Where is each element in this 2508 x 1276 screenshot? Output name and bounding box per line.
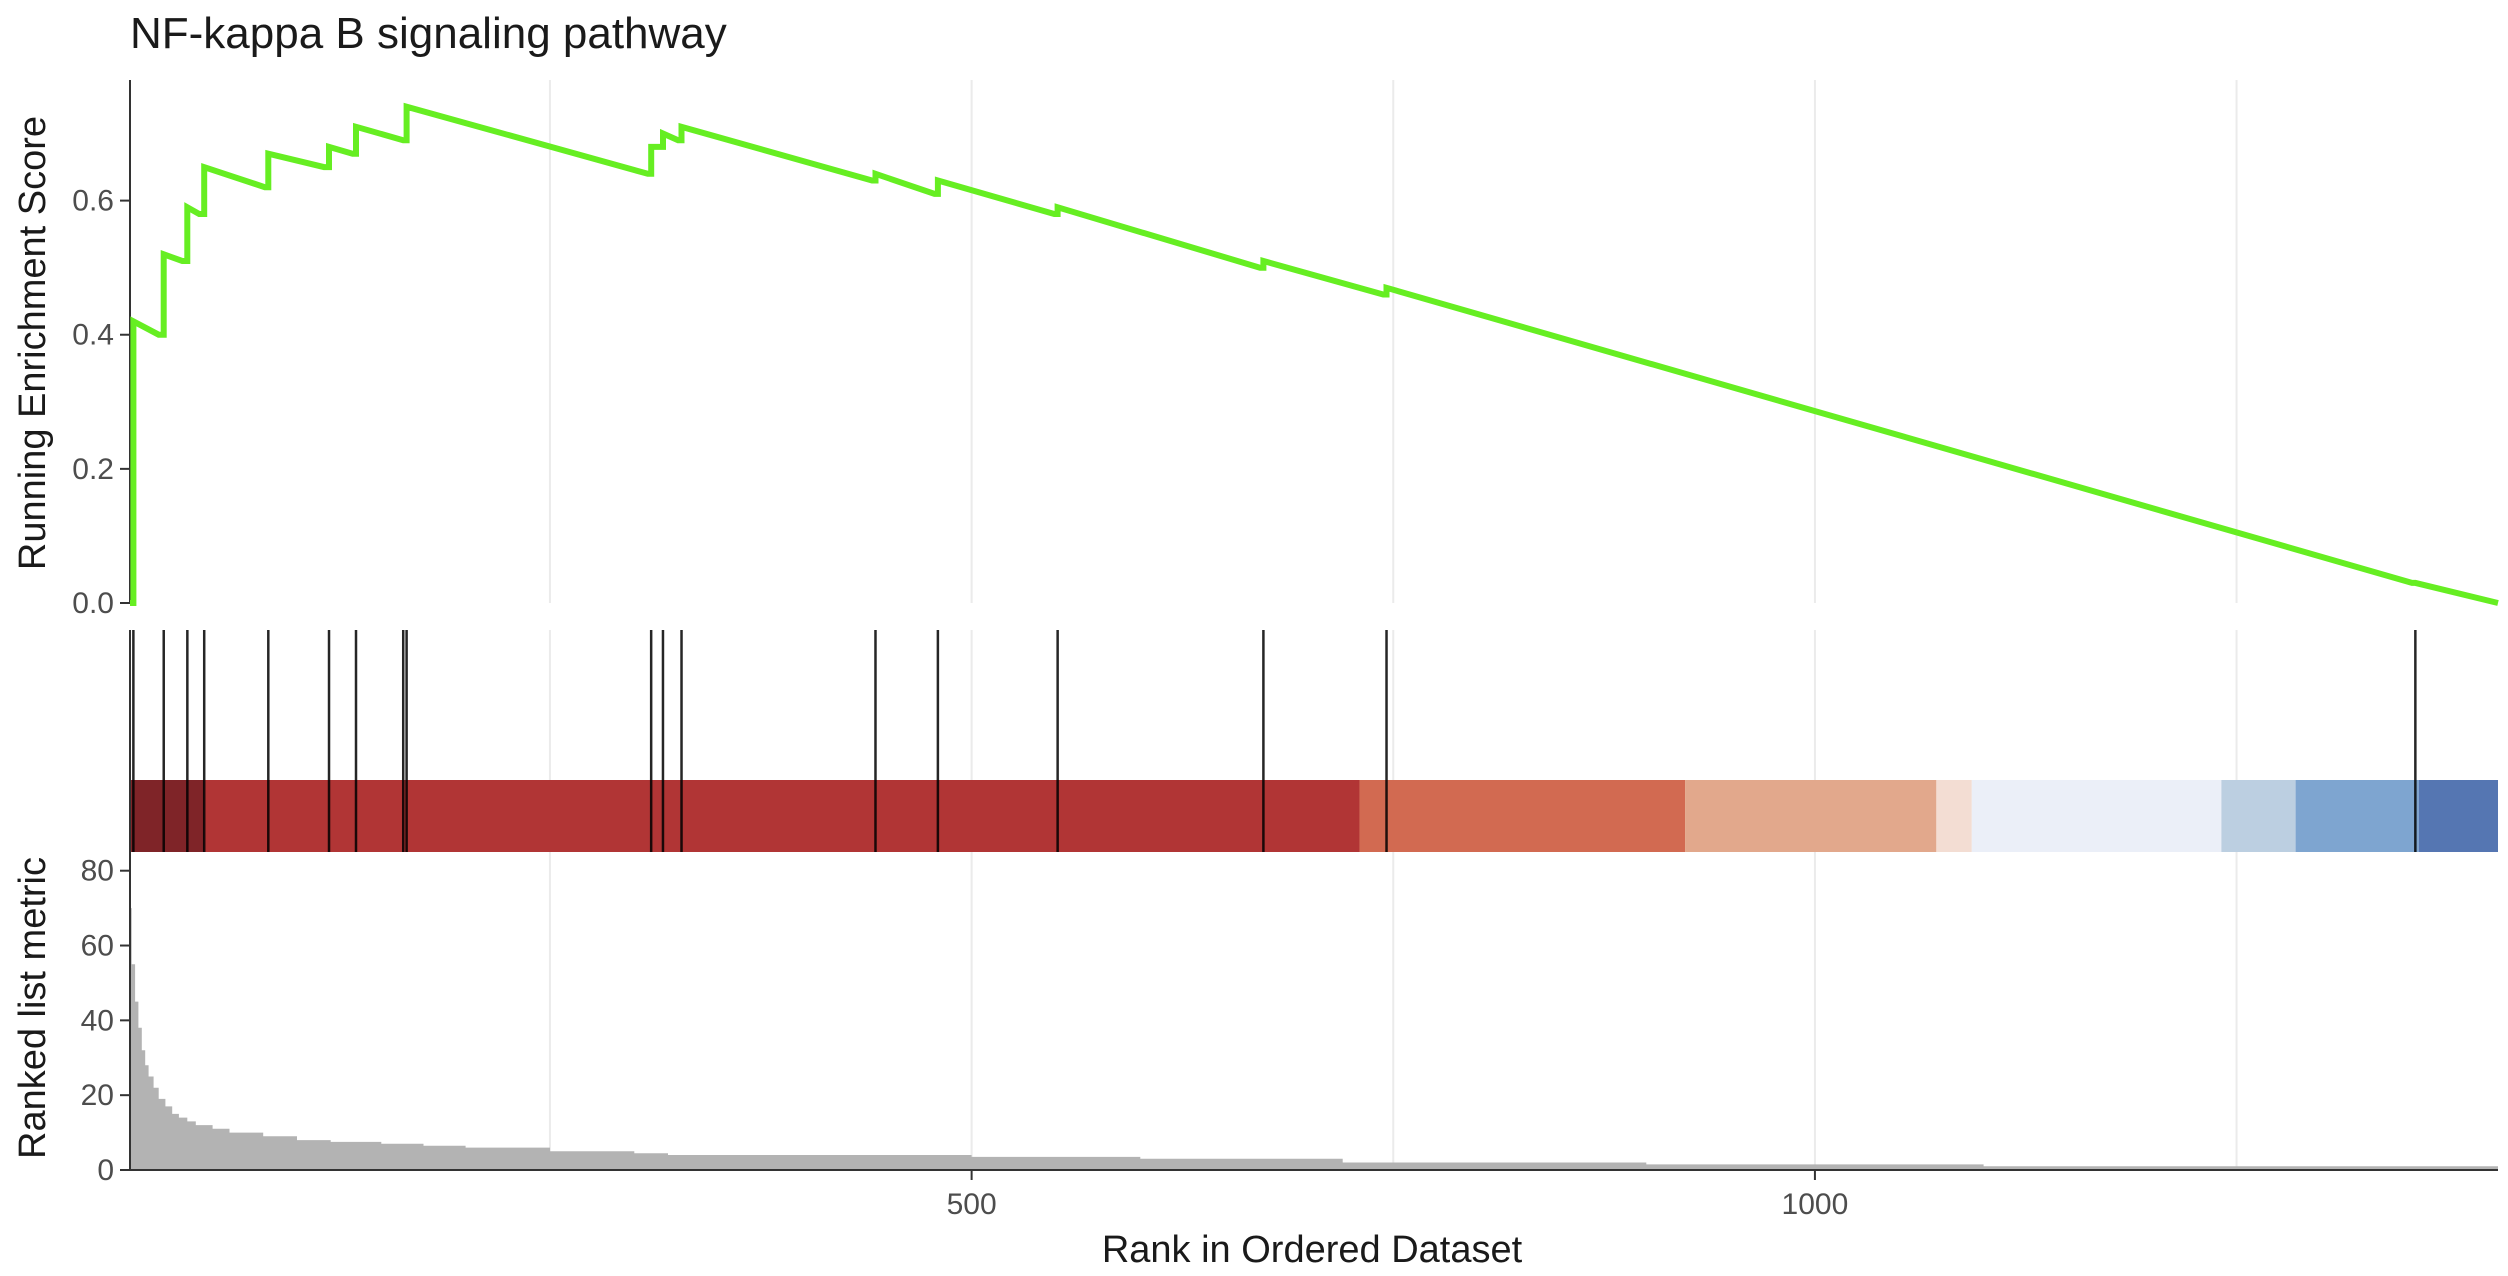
- es-y-tick-label: 0.0: [72, 587, 114, 620]
- rank-color-band-segment: [1685, 780, 1937, 852]
- x-tick-label: 1000: [1782, 1188, 1849, 1221]
- rank-color-band-segment: [2221, 780, 2296, 852]
- rank-color-band-segment: [204, 780, 1360, 852]
- rm-y-axis-ticks: 0 20 40 60 80: [81, 855, 130, 1187]
- rank-color-band-segment: [1359, 780, 1686, 852]
- rm-y-tick-label: 0: [97, 1154, 114, 1187]
- rm-y-tick-label: 60: [81, 930, 114, 963]
- es-y-axis-ticks: 0.0 0.2 0.4 0.6: [72, 185, 130, 620]
- es-y-tick-label: 0.4: [72, 319, 114, 352]
- es-y-tick-label: 0.6: [72, 185, 114, 218]
- running-enrichment-score-line: [130, 102, 2499, 606]
- hits-gridlines: [548, 630, 2238, 780]
- rank-color-band-segment: [1936, 780, 1972, 852]
- es-y-tick-label: 0.2: [72, 453, 114, 486]
- es-gridlines: [548, 80, 2238, 603]
- rm-x-axis-ticks: 500 1000: [947, 1170, 1849, 1221]
- rank-color-band-segment: [1971, 780, 2222, 852]
- rm-y-tick-label: 80: [81, 855, 114, 888]
- rank-color-band-segment: [2295, 780, 2419, 852]
- rm-y-tick-label: 20: [81, 1079, 114, 1112]
- rank-color-band-segment: [2418, 780, 2498, 852]
- ranked-metric-area: [130, 908, 2498, 1170]
- gene-set-hit-marks: [130, 630, 2498, 852]
- es-y-axis-title: Running Enrichment Score: [12, 116, 54, 570]
- rm-y-axis-title: Ranked list metric: [12, 857, 54, 1159]
- rank-color-band-segment: [130, 780, 205, 852]
- hits-panel: [129, 630, 2498, 852]
- chart-title: NF-kappa B signaling pathway: [130, 9, 727, 58]
- ranked-metric-panel: 0 20 40 60 80 500 1000 Ranked list metric Ran…: [12, 852, 2498, 1271]
- x-tick-label: 500: [947, 1188, 997, 1221]
- rm-gridlines: [548, 852, 2238, 1170]
- ranked-metric-bars: [130, 908, 2498, 1170]
- rm-y-tick-label: 40: [81, 1004, 114, 1037]
- x-axis-title: Rank in Ordered Dataset: [1102, 1229, 1523, 1271]
- running-score-panel: 0.0 0.2 0.4 0.6 Running Enrichment Score: [12, 80, 2499, 620]
